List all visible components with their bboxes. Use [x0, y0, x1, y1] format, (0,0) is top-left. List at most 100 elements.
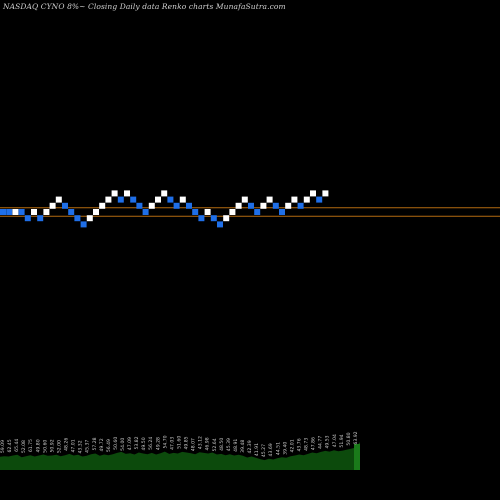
renko-brick-down	[74, 215, 81, 222]
volume-value-label: 43.12	[198, 436, 204, 449]
renko-brick-down	[6, 209, 13, 215]
renko-brick-down	[173, 202, 180, 209]
renko-brick-up	[322, 190, 329, 197]
renko-brick-up	[124, 190, 130, 197]
renko-brick-down	[198, 215, 205, 222]
volume-value-label: 43.76	[296, 438, 302, 451]
renko-brick-up	[266, 196, 273, 203]
renko-brick-up	[241, 196, 248, 203]
volume-value-label: 42.39	[247, 440, 253, 453]
renko-brick-up	[93, 209, 99, 215]
volume-value-label: 61.75	[28, 439, 34, 452]
volume-value-label: 45.39	[226, 438, 232, 451]
renko-brick-down	[316, 196, 323, 203]
renko-brick-down	[297, 202, 304, 209]
volume-value-label: 52.64	[212, 438, 218, 451]
renko-brick-down	[248, 202, 254, 209]
volume-value-label: 50.60	[42, 440, 48, 453]
volume-value-label: 49.50	[141, 437, 147, 450]
renko-brick-up	[161, 190, 168, 197]
renko-brick-up	[148, 202, 155, 209]
volume-value-label: 49.80	[35, 439, 41, 452]
volume-value-label: 46.98	[205, 437, 211, 450]
renko-brick-down	[80, 221, 87, 228]
renko-brick-down	[117, 196, 124, 203]
volume-value-label: 52.00	[56, 440, 62, 453]
renko-brick-up	[43, 209, 50, 215]
volume-value-label: 53.82	[134, 436, 140, 449]
renko-brick-up	[111, 190, 118, 197]
renko-brick-down	[130, 196, 137, 203]
renko-brick-down	[142, 209, 149, 215]
renko-brick-down	[279, 209, 285, 215]
renko-brick-up	[99, 202, 106, 209]
volume-value-label: 48.26	[64, 438, 70, 451]
renko-brick-up	[285, 202, 292, 209]
volume-value-label: 48.91	[233, 439, 239, 452]
volume-value-label: 48.50	[219, 438, 225, 451]
volume-value-label: 43.32	[78, 440, 84, 453]
volume-value-label: 47.86	[311, 437, 317, 450]
renko-brick-down	[62, 202, 68, 209]
volume-value-label: 49.85	[184, 436, 190, 449]
renko-brick-down	[186, 202, 192, 209]
volume-value-label: 57.28	[92, 437, 98, 450]
renko-brick-up	[155, 196, 161, 203]
volume-value-label: 50.80	[346, 432, 352, 445]
renko-brick-up	[105, 196, 112, 203]
renko-brick-up	[303, 196, 310, 203]
renko-brick-down	[136, 202, 143, 209]
renko-brick-down	[167, 196, 174, 203]
volume-value-label: 47.01	[71, 439, 77, 452]
renko-brick-up	[12, 209, 19, 215]
renko-brick-up	[260, 202, 267, 209]
renko-brick-up	[179, 196, 186, 203]
volume-value-label: 51.60	[176, 436, 182, 449]
volume-value-label: 51.94	[339, 434, 345, 447]
volume-value-label: 39.40	[282, 442, 288, 455]
volume-value-label: 63.92	[353, 431, 359, 444]
volume-value-label: 65.44	[14, 439, 20, 452]
chart-title: NASDAQ CYNO 8%~ Closing Daily data Renko…	[3, 2, 286, 11]
renko-brick-down	[192, 209, 199, 215]
renko-brick-down	[272, 202, 279, 209]
volume-value-label: 44.51	[275, 442, 281, 455]
renko-brick-down	[37, 215, 44, 222]
volume-value-label: 41.91	[254, 443, 260, 456]
renko-brick-up	[86, 215, 93, 222]
renko-brick-up	[204, 209, 211, 215]
volume-value-label: 50.60	[113, 437, 119, 450]
renko-brick-up	[291, 196, 298, 203]
volume-value-label: 50.92	[49, 439, 55, 452]
volume-value-label: 43.69	[268, 443, 274, 456]
volume-value-label: 62.45	[7, 439, 13, 452]
volume-value-label: 45.37	[85, 440, 91, 453]
volume-value-label: 45.27	[261, 444, 267, 457]
volume-value-label: 52.08	[21, 440, 27, 453]
volume-last-bar	[354, 444, 360, 470]
volume-value-label: 47.03	[169, 437, 175, 450]
volume-value-label: 54.70	[162, 435, 168, 448]
volume-value-label: 49.53	[325, 435, 331, 448]
renko-brick-down	[210, 215, 217, 222]
renko-brick-down	[18, 209, 25, 215]
volume-value-label: 48.07	[191, 438, 197, 451]
renko-brick-up	[235, 202, 242, 209]
volume-area	[0, 442, 360, 470]
renko-brick-up	[223, 215, 230, 222]
volume-value-label: 54.00	[120, 438, 126, 451]
renko-brick-down	[24, 215, 31, 222]
renko-brick-up	[55, 196, 62, 203]
volume-value-label: 56.49	[106, 439, 112, 452]
volume-value-label: 48.73	[304, 438, 310, 451]
volume-value-label: 59.09	[0, 440, 6, 453]
volume-value-label: 39.48	[240, 440, 246, 453]
renko-brick-up	[31, 209, 37, 215]
renko-brick-down	[254, 209, 261, 215]
renko-brick-up	[49, 202, 56, 209]
volume-value-label: 42.01	[289, 439, 295, 452]
renko-brick-down	[68, 209, 75, 215]
renko-brick-up	[310, 190, 316, 197]
